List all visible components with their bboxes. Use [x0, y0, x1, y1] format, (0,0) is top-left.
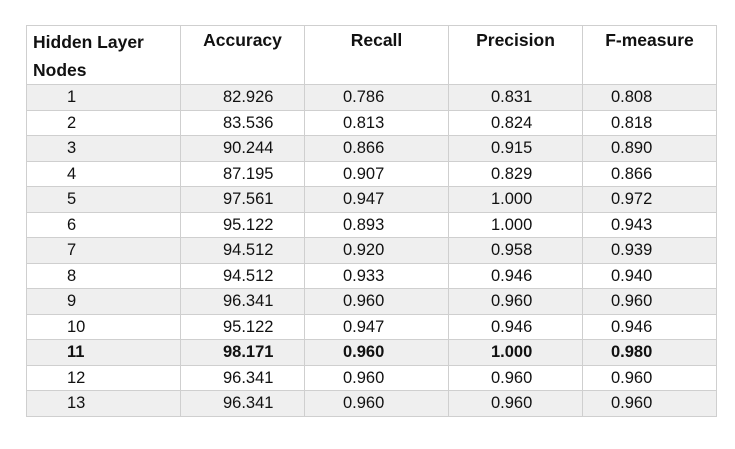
- cell-hidden-layer-nodes: 8: [26, 262, 181, 289]
- header-row: Hidden Layer Nodes Accuracy Recall Preci…: [26, 25, 717, 85]
- cell-recall: 0.960: [304, 288, 449, 315]
- cell-precision: 0.946: [448, 313, 583, 340]
- cell-accuracy: 94.512: [180, 262, 305, 289]
- cell-recall: 0.786: [304, 84, 449, 111]
- cell-precision: 0.915: [448, 135, 583, 162]
- cell-precision: 0.831: [448, 84, 583, 111]
- cell-recall: 0.866: [304, 135, 449, 162]
- cell-f-measure: 0.808: [582, 84, 717, 111]
- cell-hidden-layer-nodes: 6: [26, 211, 181, 238]
- cell-precision: 0.960: [448, 288, 583, 315]
- cell-f-measure: 0.943: [582, 211, 717, 238]
- table-row: 12 96.341 0.960 0.960 0.960: [26, 364, 717, 391]
- cell-hidden-layer-nodes: 1: [26, 84, 181, 111]
- cell-f-measure: 0.972: [582, 186, 717, 213]
- table-body: 1 82.926 0.786 0.831 0.808 2 83.536 0.813 0.824 0…: [26, 84, 717, 417]
- cell-accuracy: 97.561: [180, 186, 305, 213]
- cell-accuracy: 96.341: [180, 364, 305, 391]
- table-row: 5 97.561 0.947 1.000 0.972: [26, 186, 717, 213]
- cell-accuracy: 82.926: [180, 84, 305, 111]
- cell-precision: 1.000: [448, 211, 583, 238]
- cell-recall: 0.947: [304, 313, 449, 340]
- cell-recall: 0.960: [304, 364, 449, 391]
- table-row: 3 90.244 0.866 0.915 0.890: [26, 135, 717, 162]
- cell-hidden-layer-nodes: 9: [26, 288, 181, 315]
- table-row: 13 96.341 0.960 0.960 0.960: [26, 390, 717, 417]
- cell-f-measure: 0.946: [582, 313, 717, 340]
- table-row: 1 82.926 0.786 0.831 0.808: [26, 84, 717, 111]
- cell-precision: 0.960: [448, 390, 583, 417]
- cell-f-measure: 0.960: [582, 288, 717, 315]
- cell-hidden-layer-nodes: 10: [26, 313, 181, 340]
- cell-hidden-layer-nodes: 12: [26, 364, 181, 391]
- cell-hidden-layer-nodes: 7: [26, 237, 181, 264]
- table-row: 9 96.341 0.960 0.960 0.960: [26, 288, 717, 315]
- table-row: 4 87.195 0.907 0.829 0.866: [26, 160, 717, 187]
- cell-accuracy: 87.195: [180, 160, 305, 187]
- cell-hidden-layer-nodes: 5: [26, 186, 181, 213]
- cell-recall: 0.960: [304, 390, 449, 417]
- cell-hidden-layer-nodes: 2: [26, 109, 181, 136]
- cell-accuracy: 94.512: [180, 237, 305, 264]
- cell-f-measure: 0.939: [582, 237, 717, 264]
- cell-precision: 1.000: [448, 339, 583, 366]
- results-table: Hidden Layer Nodes Accuracy Recall Preci…: [26, 25, 717, 417]
- cell-accuracy: 90.244: [180, 135, 305, 162]
- cell-precision: 1.000: [448, 186, 583, 213]
- cell-recall: 0.947: [304, 186, 449, 213]
- cell-recall: 0.920: [304, 237, 449, 264]
- cell-recall: 0.933: [304, 262, 449, 289]
- cell-accuracy: 83.536: [180, 109, 305, 136]
- cell-recall: 0.960: [304, 339, 449, 366]
- cell-f-measure: 0.866: [582, 160, 717, 187]
- cell-f-measure: 0.960: [582, 390, 717, 417]
- cell-precision: 0.960: [448, 364, 583, 391]
- cell-recall: 0.813: [304, 109, 449, 136]
- table-row: 6 95.122 0.893 1.000 0.943: [26, 211, 717, 238]
- cell-f-measure: 0.818: [582, 109, 717, 136]
- cell-accuracy: 95.122: [180, 313, 305, 340]
- header-recall: Recall: [304, 25, 449, 85]
- cell-precision: 0.829: [448, 160, 583, 187]
- cell-accuracy: 96.341: [180, 288, 305, 315]
- cell-f-measure: 0.940: [582, 262, 717, 289]
- cell-hidden-layer-nodes: 11: [26, 339, 181, 366]
- table-row: 10 95.122 0.947 0.946 0.946: [26, 313, 717, 340]
- cell-hidden-layer-nodes: 13: [26, 390, 181, 417]
- table-row: 2 83.536 0.813 0.824 0.818: [26, 109, 717, 136]
- cell-precision: 0.958: [448, 237, 583, 264]
- cell-f-measure: 0.890: [582, 135, 717, 162]
- header-f-measure: F-measure: [582, 25, 717, 85]
- cell-hidden-layer-nodes: 3: [26, 135, 181, 162]
- cell-recall: 0.907: [304, 160, 449, 187]
- cell-accuracy: 95.122: [180, 211, 305, 238]
- cell-hidden-layer-nodes: 4: [26, 160, 181, 187]
- table-header: Hidden Layer Nodes Accuracy Recall Preci…: [26, 25, 717, 85]
- header-precision: Precision: [448, 25, 583, 85]
- cell-precision: 0.946: [448, 262, 583, 289]
- cell-accuracy: 98.171: [180, 339, 305, 366]
- table-row: 11 98.171 0.960 1.000 0.980: [26, 339, 717, 366]
- cell-f-measure: 0.960: [582, 364, 717, 391]
- table-row: 8 94.512 0.933 0.946 0.940: [26, 262, 717, 289]
- table-row: 7 94.512 0.920 0.958 0.939: [26, 237, 717, 264]
- header-hidden-layer-nodes: Hidden Layer Nodes: [26, 25, 181, 85]
- cell-precision: 0.824: [448, 109, 583, 136]
- cell-accuracy: 96.341: [180, 390, 305, 417]
- cell-recall: 0.893: [304, 211, 449, 238]
- header-accuracy: Accuracy: [180, 25, 305, 85]
- cell-f-measure: 0.980: [582, 339, 717, 366]
